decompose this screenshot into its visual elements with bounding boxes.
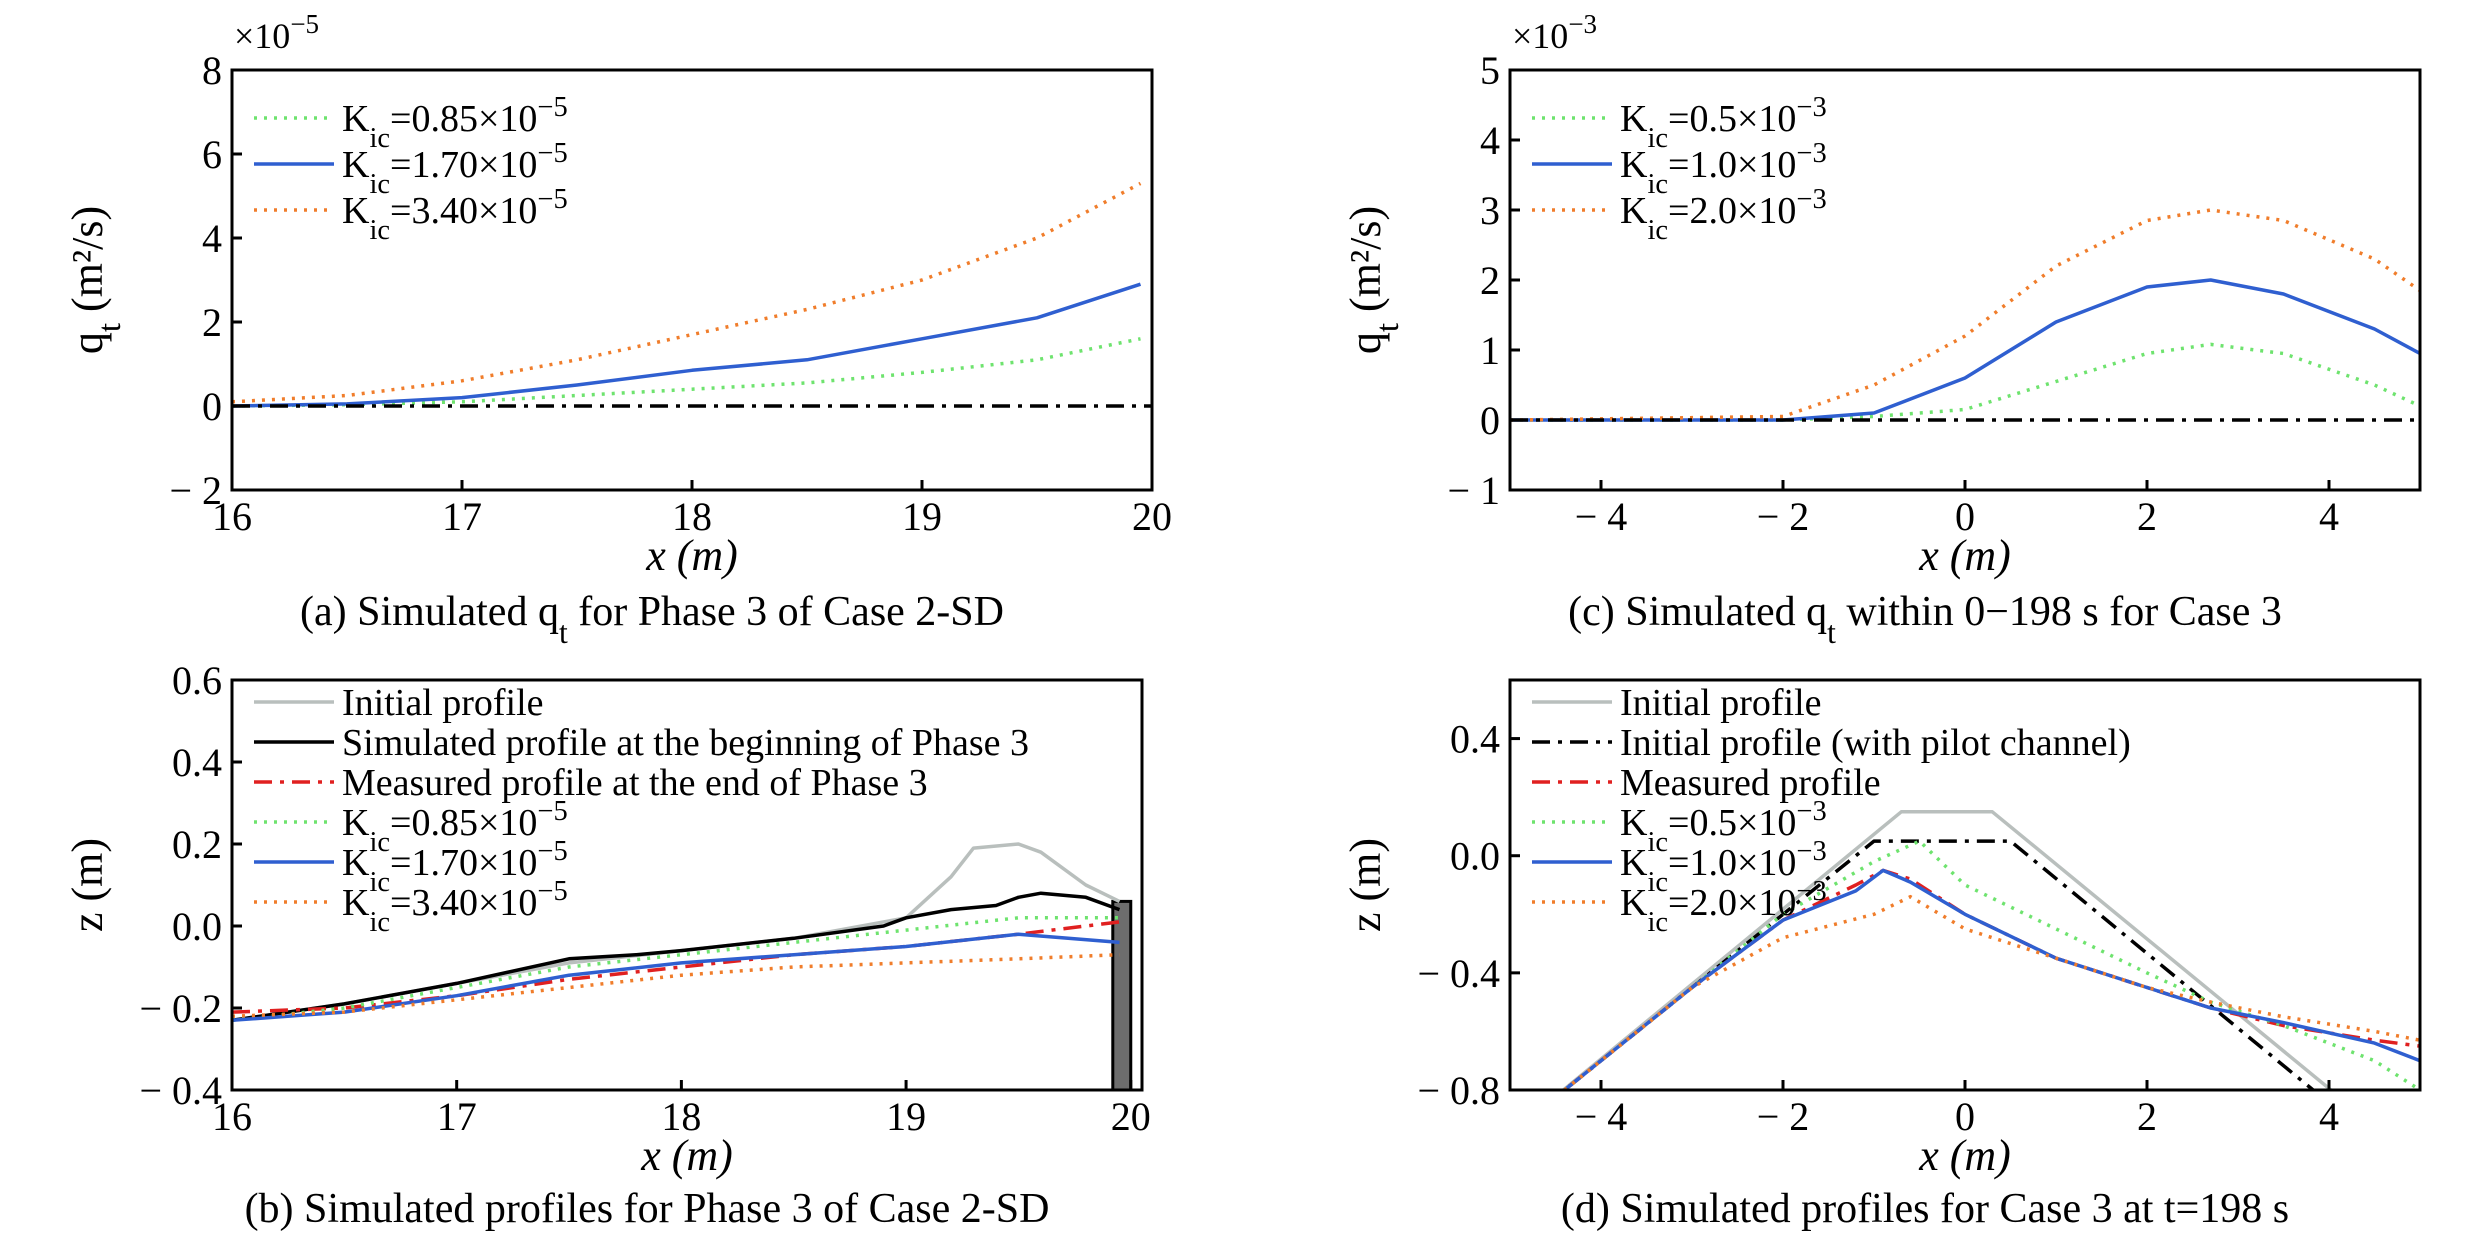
x-tick-label: 4: [2319, 494, 2339, 539]
y-tick-label: 1: [1480, 328, 1500, 373]
plot-area-c: [1510, 208, 2420, 422]
x-axis-label: x (m): [1918, 1131, 2011, 1180]
y-tick-label: 4: [202, 216, 222, 261]
series-line-c-1: [1510, 278, 2420, 422]
y-tick-label: 0.4: [1450, 717, 1500, 762]
y-tick-label: 0.6: [172, 658, 222, 703]
y-tick-label: 5: [1480, 48, 1500, 93]
legend-label: Kic​=0.5×10−3​: [1620, 92, 1827, 154]
y-axis-label: z (m): [1341, 838, 1390, 932]
series-line-c-0: [1510, 342, 2420, 422]
x-axis-label: x (m): [640, 1131, 733, 1180]
legend-label: Measured profile: [1620, 762, 1881, 804]
x-axis-label: x (m): [1918, 531, 2011, 580]
y-tick-label: 3: [1480, 188, 1500, 233]
x-tick-label: 17: [442, 494, 482, 539]
panel-d: − 4 − 2 0 2 4 − 0.8 − 0.4 0.0 0.4 x (m) z (m) Initi…: [1341, 678, 2422, 1232]
x-tick-label: 18: [672, 494, 712, 539]
structure-bar: [1111, 899, 1133, 1090]
legend-label: Kic​=0.85×10−5​: [342, 796, 568, 858]
y-tick-label: 0.4: [172, 740, 222, 785]
y-tick-label: 0: [202, 384, 222, 429]
legend-label: Kic​=0.85×10−5​: [342, 92, 568, 154]
x-tick-label: 19: [902, 494, 942, 539]
y-tick-label: 4: [1480, 118, 1500, 163]
plot-area-b: [232, 842, 1133, 1090]
legend-label: Initial profile: [342, 682, 544, 724]
series-line-b-3: [232, 916, 1120, 1023]
y-tick-label: − 0.4: [139, 1068, 222, 1113]
x-tick-label: 4: [2319, 1094, 2339, 1139]
x-tick-label: 17: [437, 1094, 477, 1139]
plot-area-d: [1560, 810, 2420, 1090]
y-tick-label: − 2: [169, 468, 222, 513]
series-line-d-4: [1561, 868, 2420, 1090]
legend-label: Kic​=0.5×10−3​: [1620, 796, 1827, 858]
legend-label: Initial profile: [1620, 682, 1822, 724]
legend-label: Initial profile (with pilot channel): [1620, 722, 2131, 764]
panel-caption: (c) Simulated qt​ within 0−198 s for Cas…: [1568, 589, 2282, 650]
x-tick-label: 18: [661, 1094, 701, 1139]
x-tick-label: 19: [886, 1094, 926, 1139]
panel-a: 16 17 18 19 20 − 2 0 2 4 6 8 ×10−5​ x (m) qt​ (m²/s) K…: [63, 9, 1172, 650]
y-tick-label: 0.0: [172, 904, 222, 949]
x-tick-label: 20: [1132, 494, 1172, 539]
x-tick-label: − 2: [1757, 1094, 1810, 1139]
series-line-b-4: [232, 932, 1120, 1023]
y-axis-label: z (m): [63, 838, 112, 932]
y-tick-label: 0.2: [172, 822, 222, 867]
x-tick-label: 16: [212, 494, 252, 539]
x-axis-label: x (m): [645, 531, 738, 580]
y-tick-label: − 0.8: [1417, 1068, 1500, 1113]
panel-caption: (a) Simulated qt​ for Phase 3 of Case 2-…: [300, 589, 1004, 650]
panel-caption: (d) Simulated profiles for Case 3 at t=1…: [1561, 1186, 2289, 1232]
axes-frame-b: [230, 678, 1144, 1092]
x-tick-label: − 4: [1575, 494, 1628, 539]
series-line-b-5: [232, 952, 1120, 1018]
legend-label: Kic​=3.40×10−5​: [342, 876, 568, 938]
legend-label: Kic​=1.0×10−3​: [1620, 836, 1827, 898]
panel-c: − 4 − 2 0 2 4 − 1 0 1 2 3 4 5 ×10−3​ x (m) qt​ (m²/s) K…: [1341, 9, 2422, 650]
x-tick-label: 0: [1955, 1094, 1975, 1139]
series-line-d-0: [1560, 810, 2334, 1090]
legend-label: Kic​=2.0×10−3​: [1620, 184, 1827, 246]
series-line-d-5: [1561, 894, 2420, 1090]
y-tick-label: − 0.2: [139, 986, 222, 1031]
y-axis-label: qt​ (m²/s): [63, 206, 128, 354]
series-line-b-1: [232, 891, 1121, 1023]
y-tick-label: 0: [1480, 398, 1500, 443]
x-tick-label: 16: [212, 1094, 252, 1139]
series-line-d-3: [1561, 839, 2420, 1090]
series-line-c-2: [1510, 208, 2420, 422]
x-tick-label: 2: [2137, 1094, 2157, 1139]
legend-label: Kic​=3.40×10−5​: [342, 184, 568, 246]
legend-label: Measured profile at the end of Phase 3: [342, 762, 928, 804]
y-axis-label: qt​ (m²/s): [1341, 206, 1406, 354]
y-tick-label: 6: [202, 132, 222, 177]
y-tick-label: 2: [1480, 258, 1500, 303]
y-tick-label: − 1: [1447, 468, 1500, 513]
y-tick-label: − 0.4: [1417, 951, 1500, 996]
y-scale-label: ×10−5​: [234, 9, 319, 56]
legend-label: Kic​=2.0×10−3​: [1620, 876, 1827, 938]
legend-label: Kic​=1.70×10−5​: [342, 138, 568, 200]
x-tick-label: 2: [2137, 494, 2157, 539]
x-tick-label: − 4: [1575, 1094, 1628, 1139]
plot-area-a: [232, 181, 1152, 408]
series-line-a-0: [232, 337, 1141, 408]
legend-label: Kic​=1.0×10−3​: [1620, 138, 1827, 200]
x-tick-label: 20: [1111, 1094, 1151, 1139]
y-tick-label: 8: [202, 48, 222, 93]
y-scale-label: ×10−3​: [1512, 9, 1597, 56]
series-line-a-1: [232, 282, 1142, 408]
panel-b: 16 17 18 19 20 − 0.4 − 0.2 0.0 0.2 0.4 0.6 x (m) z (…: [63, 658, 1151, 1232]
x-tick-label: 0: [1955, 494, 1975, 539]
y-tick-label: 2: [202, 300, 222, 345]
y-tick-label: 0.0: [1450, 834, 1500, 879]
x-tick-label: − 2: [1757, 494, 1810, 539]
panel-caption: (b) Simulated profiles for Phase 3 of Ca…: [245, 1186, 1050, 1232]
legend-label: Kic​=1.70×10−5​: [342, 836, 568, 898]
legend-label: Simulated profile at the beginning of Ph…: [342, 722, 1029, 764]
